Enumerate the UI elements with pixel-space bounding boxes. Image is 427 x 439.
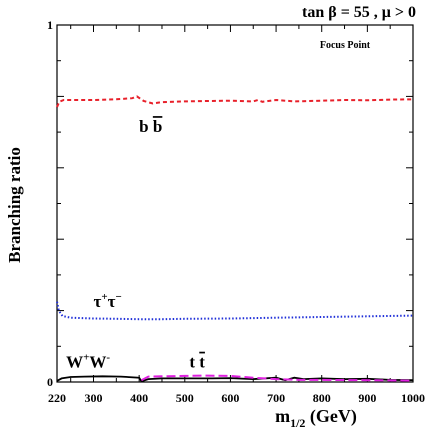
plot-area: 220 300 400 500 600 700 800 900 1000 0 1 b b τ+τ− W+W… — [47, 18, 425, 405]
series-label: b b — [139, 117, 162, 136]
x-tick-label: 700 — [267, 391, 285, 405]
chart-subtitle: Focus Point — [320, 40, 371, 51]
series-line — [56, 95, 414, 108]
series-label: W+W- — [66, 352, 110, 372]
x-axis-label-subscript: 1/2 — [290, 416, 305, 430]
x-tick-label: 800 — [313, 391, 331, 405]
x-axis-label: m1/2 (GeV) — [275, 406, 357, 430]
x-tick-label: 220 — [48, 391, 66, 405]
series-label: t t — [189, 353, 205, 372]
x-tick-label: 500 — [176, 391, 194, 405]
x-tick-label: 900 — [358, 391, 376, 405]
plot-frame — [56, 24, 414, 383]
series-line — [140, 374, 414, 382]
x-tick-label: 1000 — [401, 391, 425, 405]
y-tick-label: 0 — [47, 375, 53, 389]
series-line — [56, 301, 414, 321]
x-axis-label-main: m — [275, 406, 290, 426]
chart-title: tan β = 55 , μ > 0 — [302, 4, 416, 21]
y-axis-label: Branching ratio — [5, 147, 24, 263]
y-tick-label: 1 — [47, 18, 53, 32]
x-tick-label: 400 — [130, 391, 148, 405]
x-axis-label-unit: (GeV) — [305, 406, 356, 427]
series-label: τ+τ− — [94, 291, 122, 311]
x-tick-label: 600 — [221, 391, 239, 405]
series-line — [56, 375, 414, 383]
x-tick-label: 300 — [85, 391, 103, 405]
